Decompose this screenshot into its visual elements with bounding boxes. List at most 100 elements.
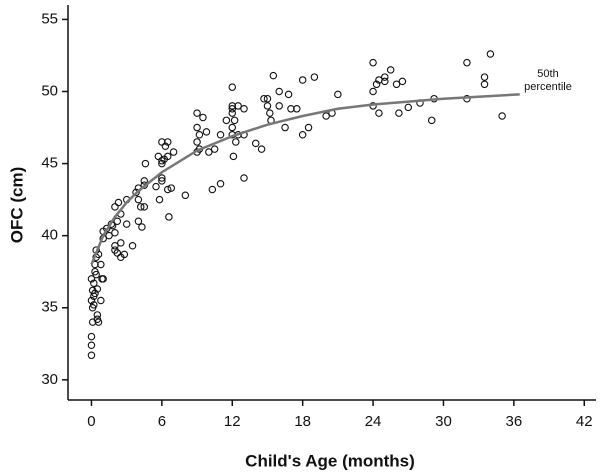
data-point [216, 180, 225, 188]
y-axis-label: OFC (cm) [7, 167, 26, 244]
data-point [158, 159, 166, 168]
data-point [161, 142, 170, 151]
data-point [140, 203, 149, 211]
data-point [210, 145, 219, 153]
percentile-curve [90, 93, 520, 265]
data-point [163, 185, 172, 194]
data-point [193, 109, 201, 117]
data-point [334, 90, 342, 99]
y-tick-label: 45 [41, 155, 58, 172]
data-point [222, 116, 231, 125]
data-point [195, 130, 204, 139]
data-point [375, 109, 383, 117]
data-point [463, 58, 471, 67]
data-point [234, 102, 242, 110]
data-point [369, 58, 377, 67]
y-tick-label: 50 [41, 82, 58, 99]
data-point [152, 182, 160, 191]
data-point [132, 188, 140, 197]
y-tick-label: 35 [41, 299, 58, 316]
data-point [93, 311, 102, 319]
data-point [111, 241, 119, 250]
data-point [140, 177, 149, 185]
data-point [111, 229, 119, 237]
data-point [284, 90, 293, 99]
data-point [298, 76, 307, 84]
data-point [163, 138, 172, 146]
data-point [193, 123, 201, 132]
data-point [90, 279, 98, 287]
data-point [232, 138, 240, 146]
data-point [87, 296, 96, 305]
data-point [275, 102, 283, 110]
data-point [97, 296, 105, 305]
data-point [498, 112, 506, 120]
data-point [94, 318, 103, 326]
data-point [228, 83, 237, 91]
data-point [158, 174, 166, 182]
data-point [263, 94, 272, 103]
data-point [480, 80, 489, 89]
data-point [87, 275, 96, 283]
data-point [128, 241, 137, 250]
data-point [251, 139, 260, 148]
data-point [169, 148, 178, 156]
data-point [87, 341, 96, 349]
data-point [93, 285, 102, 293]
data-point [398, 77, 407, 86]
data-point [202, 128, 211, 136]
data-point [322, 112, 330, 120]
data-point [141, 159, 150, 168]
data-point [199, 113, 207, 122]
data-point [486, 50, 495, 58]
y-tick-label: 55 [41, 10, 58, 27]
x-tick-label: 0 [87, 413, 95, 430]
data-point [114, 198, 123, 207]
data-point [113, 217, 122, 225]
y-tick-label: 40 [41, 227, 58, 244]
data-point [240, 174, 248, 182]
data-point [293, 105, 301, 113]
annotation: percentile [524, 81, 572, 93]
data-point [228, 123, 237, 132]
x-tick-label: 24 [365, 413, 382, 430]
data-point [117, 239, 125, 247]
data-point [111, 203, 119, 211]
data-point [257, 145, 266, 153]
data-point [105, 231, 113, 240]
data-point [427, 116, 436, 125]
data-point [298, 130, 307, 139]
data-point [216, 130, 225, 139]
data-point [134, 217, 143, 225]
data-point [260, 94, 268, 103]
data-point [163, 152, 172, 161]
data-point [372, 80, 381, 89]
x-tick-label: 30 [435, 413, 452, 430]
data-point [181, 191, 190, 200]
data-point [266, 109, 274, 117]
data-point [208, 185, 217, 194]
data-point [229, 152, 238, 161]
data-point [120, 250, 129, 259]
data-point [138, 223, 146, 231]
data-point [381, 73, 389, 81]
data-point [263, 102, 272, 110]
data-point [193, 138, 201, 146]
data-point [87, 332, 96, 341]
data-point [369, 87, 377, 96]
data-point [154, 152, 163, 161]
data-point [240, 105, 248, 113]
x-tick-label: 36 [506, 413, 523, 430]
data-point [97, 260, 105, 269]
data-point [304, 123, 313, 132]
data-point [92, 270, 100, 279]
data-point [134, 195, 143, 204]
x-tick-label: 42 [576, 413, 593, 430]
data-point [205, 148, 213, 156]
data-point [230, 116, 239, 125]
data-point [165, 213, 173, 221]
x-tick-label: 6 [158, 413, 166, 430]
data-point [155, 195, 164, 204]
data-point [480, 73, 489, 81]
